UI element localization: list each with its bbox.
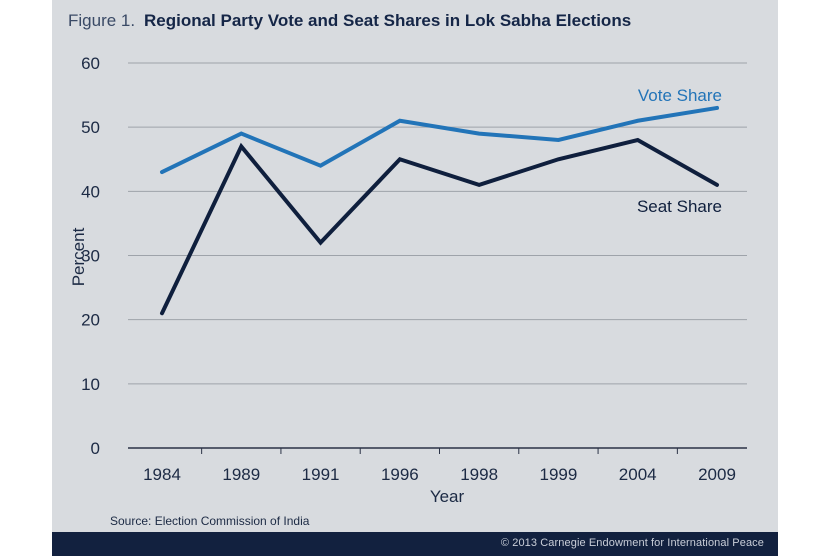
- y-tick-label: 20: [81, 311, 100, 330]
- x-tick-label: 1996: [381, 465, 419, 484]
- y-tick-label: 0: [91, 439, 100, 458]
- figure-label: Figure 1.: [68, 11, 135, 30]
- series-line-seat-share: [160, 137, 719, 316]
- x-tick-label: 1989: [222, 465, 260, 484]
- y-axis-label: Percent: [69, 227, 88, 286]
- y-tick-label: 50: [81, 118, 100, 137]
- chart-title: Regional Party Vote and Seat Shares in L…: [144, 11, 631, 30]
- x-tick-label: 2004: [619, 465, 657, 484]
- y-tick-label: 10: [81, 375, 100, 394]
- y-tick-label: 40: [81, 182, 100, 201]
- y-tick-label: 60: [81, 54, 100, 73]
- footer-bar: © 2013 Carnegie Endowment for Internatio…: [52, 532, 778, 556]
- x-tick-label: 1998: [460, 465, 498, 484]
- x-tick-label: 1991: [302, 465, 340, 484]
- chart-figure: Figure 1. Regional Party Vote and Seat S…: [52, 0, 778, 556]
- x-axis-ticks: 1984 1989 1991 1996 1998 1999 2004 2009: [143, 448, 736, 484]
- x-axis-label: Year: [430, 487, 465, 506]
- line-chart: Figure 1. Regional Party Vote and Seat S…: [68, 11, 747, 528]
- x-tick-label: 2009: [698, 465, 736, 484]
- gridlines: [128, 62, 747, 449]
- x-tick-label: 1999: [540, 465, 578, 484]
- series-line-vote-share: [160, 105, 719, 175]
- series-label: Vote Share: [638, 86, 722, 105]
- copyright-text: © 2013 Carnegie Endowment for Internatio…: [500, 537, 764, 549]
- x-tick-label: 1984: [143, 465, 181, 484]
- source-note: Source: Election Commission of India: [110, 514, 310, 528]
- y-axis-ticks: 0 10 20 30 40 50 60: [81, 54, 100, 458]
- series-lines: [160, 105, 719, 316]
- series-labels: Vote Share Seat Share: [637, 86, 722, 216]
- series-label: Seat Share: [637, 197, 722, 216]
- y-tick-label: 30: [81, 247, 100, 266]
